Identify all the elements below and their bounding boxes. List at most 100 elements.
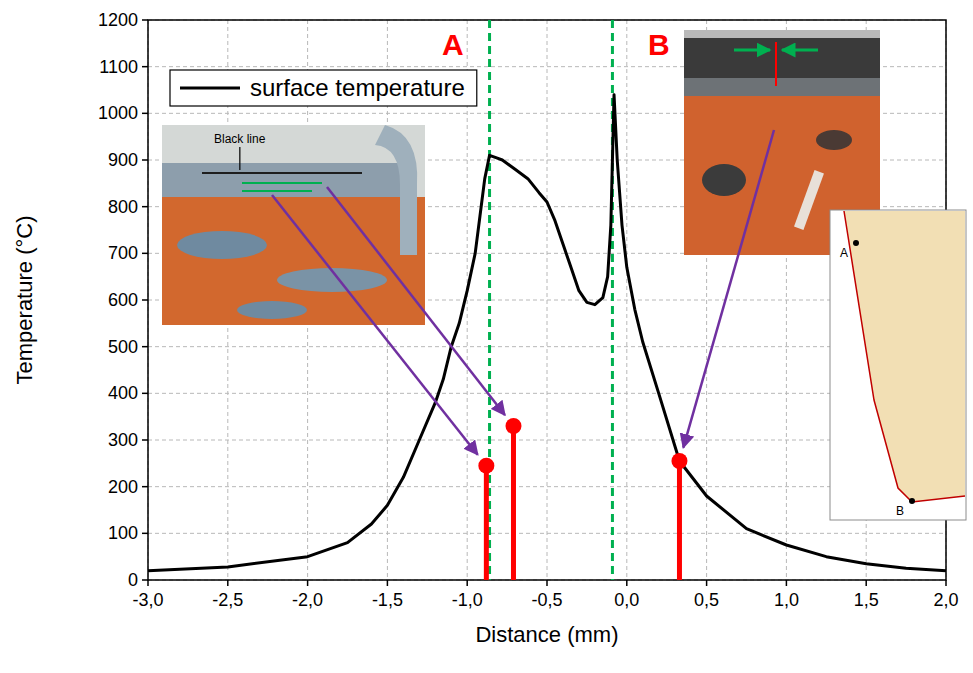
- y-tick: [142, 206, 148, 208]
- legend-box: [170, 70, 477, 106]
- photo-inset: Black line: [162, 125, 425, 325]
- photo-black-line: [202, 172, 362, 174]
- y-tick-label: 500: [108, 337, 138, 357]
- x-tick-label: 0,0: [614, 590, 639, 610]
- y-tick-label: 0: [128, 570, 138, 590]
- y-tick-label: 100: [108, 523, 138, 543]
- x-tick-label: 0,5: [694, 590, 719, 610]
- y-tick-label: 300: [108, 430, 138, 450]
- x-tick: [307, 580, 309, 586]
- y-tick: [142, 393, 148, 395]
- diagram-inset: AB: [830, 210, 966, 520]
- y-tick: [142, 346, 148, 348]
- photo-layer: [684, 38, 880, 78]
- pointer-arrow: [683, 130, 774, 448]
- y-tick-label: 600: [108, 290, 138, 310]
- diagram-outline: [844, 211, 965, 502]
- chart: -3,0 -2,5 -2,0 -1,5 -1,0 -0,5 0,0 0,5 1,0 1,5 2,0 0…: [0, 0, 973, 673]
- legend: surface temperature: [170, 70, 477, 106]
- photo-layer: [162, 163, 405, 197]
- y-tick: [142, 159, 148, 161]
- pointer-arrow: [327, 187, 505, 415]
- x-tick: [786, 580, 788, 586]
- stem-marker: [671, 453, 687, 469]
- grid-line: [148, 533, 946, 534]
- x-tick: [147, 580, 149, 586]
- x-tick: [626, 580, 628, 586]
- diagram-label: B: [896, 504, 904, 518]
- stem: [484, 466, 489, 580]
- photo-arrow: [734, 49, 770, 52]
- diagram-point: [909, 498, 915, 504]
- x-tick-label: -3,0: [132, 590, 163, 610]
- grid-line: [148, 440, 946, 441]
- photo-marker: [775, 42, 777, 86]
- x-tick-label: 1,5: [854, 590, 879, 610]
- annotation: B: [648, 28, 670, 61]
- y-axis-title: Temperature (°C): [12, 216, 37, 385]
- photo-measure: [242, 190, 312, 192]
- photo-blob: [702, 164, 746, 196]
- annotation: A: [442, 28, 464, 61]
- photo-measure: [242, 182, 322, 184]
- x-tick: [546, 580, 548, 586]
- stem: [511, 426, 516, 580]
- grid-line: [148, 393, 946, 394]
- y-tick: [142, 486, 148, 488]
- y-tick-label: 1200: [98, 10, 138, 30]
- diagram-frame: [830, 210, 966, 520]
- photo-layer: [684, 30, 880, 38]
- y-tick-label: 1000: [98, 103, 138, 123]
- x-tick-label: 2,0: [933, 590, 958, 610]
- y-tick-label: 700: [108, 243, 138, 263]
- y-tick: [142, 113, 148, 115]
- stem: [677, 461, 682, 580]
- photo-blob: [816, 130, 852, 150]
- photo-edge: [375, 125, 417, 255]
- photo-fleck: [794, 170, 824, 230]
- y-tick-label: 800: [108, 197, 138, 217]
- legend-label: surface temperature: [250, 74, 465, 101]
- grid: [148, 20, 946, 580]
- y-tick-label: 1100: [99, 57, 138, 77]
- photo-label: Black line: [214, 132, 266, 146]
- y-tick: [142, 19, 148, 21]
- grid-line: [148, 346, 946, 347]
- x-tick: [706, 580, 708, 586]
- stem-marker: [478, 458, 494, 474]
- photo-blob: [177, 231, 267, 259]
- y-tick: [142, 66, 148, 68]
- x-tick: [387, 580, 389, 586]
- data: [148, 20, 946, 580]
- x-tick-label: 1,0: [774, 590, 799, 610]
- diagram-body: [844, 211, 965, 502]
- x-tick: [945, 580, 947, 586]
- photo-bg: [162, 125, 425, 325]
- x-tick: [466, 580, 468, 586]
- arrows: [272, 130, 774, 455]
- x-tick-label: -2,5: [212, 590, 243, 610]
- x-tick-label: -1,0: [452, 590, 483, 610]
- legend-swatch: [180, 87, 240, 90]
- x-tick-label: -0,5: [531, 590, 562, 610]
- x-tick-label: -2,0: [292, 590, 323, 610]
- y-tick-label: 900: [108, 150, 138, 170]
- photo-label-pointer: [239, 147, 240, 170]
- y-tick-label: 200: [108, 477, 138, 497]
- photo-blob: [237, 301, 307, 319]
- diagram-point: [853, 240, 859, 246]
- grid-line: [148, 486, 946, 487]
- x-tick: [227, 580, 229, 586]
- photo-arrow: [782, 49, 818, 52]
- stem-marker: [505, 418, 521, 434]
- pointer-arrow: [272, 195, 478, 455]
- axes: -3,0 -2,5 -2,0 -1,5 -1,0 -0,5 0,0 0,5 1,0 1,5 2,0 0…: [98, 10, 959, 610]
- plot-frame: [148, 20, 946, 580]
- y-tick: [142, 533, 148, 535]
- y-tick: [142, 439, 148, 441]
- y-tick: [142, 579, 148, 581]
- x-tick: [865, 580, 867, 586]
- x-axis-title: Distance (mm): [475, 622, 618, 647]
- y-tick: [142, 299, 148, 301]
- x-tick-label: -1,5: [372, 590, 403, 610]
